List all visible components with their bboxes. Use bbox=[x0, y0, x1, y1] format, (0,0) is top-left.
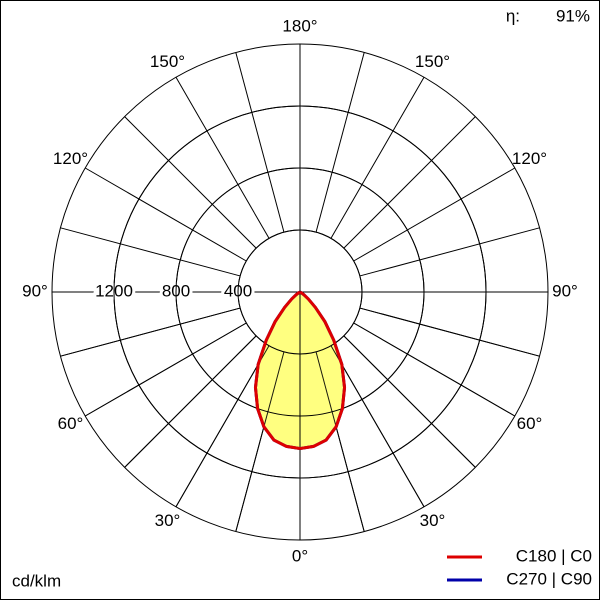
angle-tick-label: 150° bbox=[415, 52, 450, 71]
angle-tick-label: 90° bbox=[552, 281, 578, 300]
spoke bbox=[330, 76, 425, 239]
legend-label: C180 | C0 bbox=[516, 546, 592, 565]
angle-tick-label: 150° bbox=[150, 52, 185, 71]
efficiency-label: η: bbox=[506, 6, 520, 25]
ring bbox=[113, 105, 487, 479]
spoke bbox=[359, 307, 540, 357]
spoke bbox=[175, 345, 270, 508]
angle-tick-label: 30° bbox=[420, 511, 446, 530]
spoke bbox=[343, 335, 476, 468]
curve-fill bbox=[255, 292, 300, 449]
spoke bbox=[124, 116, 257, 249]
angle-tick-label: 60° bbox=[517, 414, 543, 433]
ring bbox=[175, 167, 425, 417]
curve bbox=[253, 290, 301, 451]
ring bbox=[237, 229, 363, 355]
legend-label: C270 | C90 bbox=[506, 569, 592, 588]
angle-tick-label: 180° bbox=[282, 16, 317, 35]
angle-tick-label: 120° bbox=[53, 149, 88, 168]
unit-label: cd/klm bbox=[12, 571, 61, 590]
curve bbox=[299, 290, 347, 451]
angle-tick-label: 30° bbox=[155, 511, 181, 530]
spoke bbox=[60, 227, 241, 277]
spoke bbox=[84, 167, 247, 262]
spoke bbox=[175, 76, 270, 239]
angle-tick-label: 60° bbox=[58, 414, 84, 433]
spoke bbox=[315, 351, 365, 532]
spoke bbox=[353, 322, 516, 417]
spoke bbox=[84, 322, 247, 417]
curve-fill bbox=[300, 292, 345, 449]
spoke bbox=[330, 345, 425, 508]
spoke bbox=[60, 307, 241, 357]
angle-tick-label: 0° bbox=[292, 546, 308, 565]
spoke bbox=[359, 227, 540, 277]
spoke bbox=[124, 335, 257, 468]
spoke bbox=[235, 52, 285, 233]
spoke bbox=[315, 52, 365, 233]
spoke bbox=[353, 167, 516, 262]
angle-tick-label: 120° bbox=[512, 149, 547, 168]
efficiency: 91% bbox=[556, 6, 590, 25]
angle-tick-label: 90° bbox=[22, 281, 48, 300]
spoke bbox=[343, 116, 476, 249]
spoke bbox=[235, 351, 285, 532]
